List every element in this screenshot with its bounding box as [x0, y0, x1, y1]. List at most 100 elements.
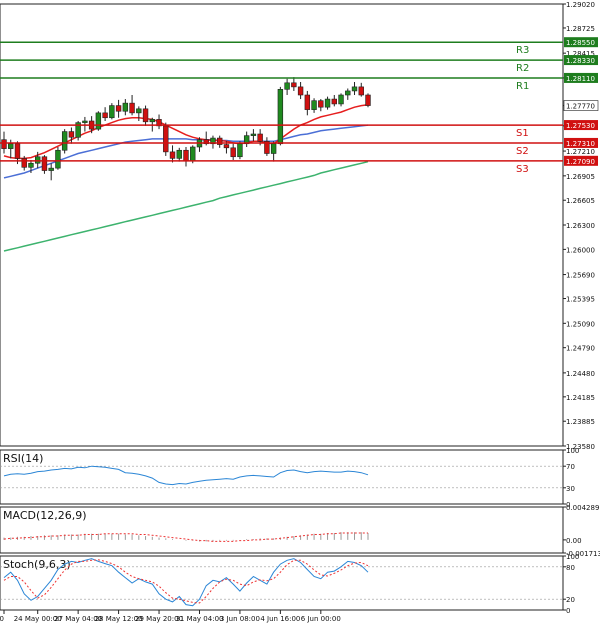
rsi-line	[3, 465, 369, 486]
bull-candle	[95, 112, 102, 130]
level-label-r1: R1	[516, 81, 529, 92]
bear-candle	[41, 156, 48, 171]
level-price-label: 1.27310	[566, 140, 595, 148]
stoch-signal-line	[3, 559, 369, 604]
y-tick-label: 0	[566, 607, 570, 615]
bear-candle	[365, 94, 371, 106]
bear-candle	[358, 86, 364, 96]
bull-candle	[48, 167, 54, 171]
rsi-title: RSI(14)	[3, 452, 43, 465]
y-tick-label: 1.24480	[566, 370, 595, 378]
bull-candle	[351, 86, 358, 92]
level-label-r3: R3	[516, 45, 529, 56]
bull-candle	[136, 108, 142, 114]
level-price-label: 1.27090	[566, 158, 595, 166]
bull-candle	[109, 105, 115, 119]
stoch-pane: Stoch(9,6,3) 100 80 20 0	[0, 553, 579, 615]
bear-candle	[169, 151, 176, 159]
bull-candle	[149, 119, 155, 123]
y-tick-label: 30	[566, 485, 575, 493]
level-price-label: 1.28110	[566, 75, 595, 83]
bear-candle	[318, 100, 324, 108]
y-tick-label: 0.004289	[566, 504, 599, 512]
level-price-tag	[564, 137, 598, 148]
bear-candle	[203, 139, 209, 145]
bull-candle	[324, 98, 331, 108]
bull-candle	[190, 146, 196, 162]
current-price-tag	[563, 100, 599, 111]
y-tick-label: 100	[566, 553, 579, 561]
y-tick-label: 1.29020	[566, 1, 595, 9]
bear-candle	[264, 141, 270, 154]
bull-candle	[243, 135, 250, 145]
y-tick-label: 1.26905	[566, 173, 595, 181]
bear-candle	[291, 82, 297, 88]
bear-candle	[163, 125, 169, 153]
level-price-tag	[564, 55, 598, 66]
x-tick-label: 4 Jun 16:00	[260, 615, 300, 623]
bear-candle	[331, 98, 337, 105]
macd-title: MACD(12,26,9)	[3, 509, 87, 522]
x-tick-label: 31 May 04:00	[175, 615, 223, 623]
bear-candle	[14, 143, 21, 159]
level-price-label: 1.27530	[566, 122, 595, 130]
bull-candle	[237, 143, 243, 158]
bear-candle	[217, 137, 223, 145]
level-price-label: 1.28550	[566, 39, 595, 47]
x-tick-label: 3 Jun 08:00	[220, 615, 260, 623]
y-tick-label: 1.24185	[566, 394, 595, 402]
y-tick-label: 1.27210	[566, 148, 595, 156]
bull-candle	[82, 120, 88, 123]
x-tick-label: 29 May 20:00	[135, 615, 183, 623]
rsi-pane: RSI(14) 100 70 30 0	[0, 447, 579, 509]
x-tick-label: y 16:00	[0, 615, 4, 623]
bear-candle	[1, 139, 7, 149]
stoch-main-line	[3, 558, 369, 607]
level-price-label: 1.28330	[566, 57, 595, 65]
bear-candle	[257, 133, 263, 142]
y-tick-label: 1.28415	[566, 50, 595, 58]
level-label-s2: S2	[516, 146, 529, 157]
bull-candle	[8, 143, 14, 149]
bear-candle	[102, 112, 108, 119]
ma-mid-line	[3, 124, 369, 179]
y-tick-label: 1.23580	[566, 443, 595, 451]
rsi-frame	[0, 449, 564, 505]
bear-candle	[297, 86, 304, 96]
bull-candle	[176, 149, 182, 159]
y-tick-label: 80	[566, 564, 575, 572]
y-tick-label: 1.23885	[566, 418, 595, 426]
y-tick-label: 20	[566, 596, 575, 604]
y-tick-label: -0.001713	[566, 550, 600, 558]
y-tick-label: 1.25395	[566, 296, 595, 304]
x-tick-label: 24 May 00:00	[14, 615, 62, 623]
macd-pane: MACD(12,26,9) 0.004289 0.00 -0.001713	[0, 504, 600, 558]
bull-candle	[35, 156, 41, 164]
y-tick-label: 1.24790	[566, 345, 595, 353]
bear-candle	[142, 108, 149, 123]
y-tick-label: 1.26605	[566, 197, 595, 205]
y-tick-label: 100	[566, 447, 579, 455]
macd-signal-line	[3, 532, 368, 542]
y-tick-label: 1.25090	[566, 320, 595, 328]
bull-candle	[284, 82, 290, 90]
y-tick-label: 70	[566, 463, 575, 471]
bull-candle	[338, 94, 344, 105]
bull-candle	[75, 122, 81, 138]
bull-candle	[61, 131, 68, 151]
bear-candle	[304, 94, 311, 110]
bull-candle	[210, 137, 216, 145]
y-tick-label: 1.25690	[566, 272, 595, 280]
level-label-s1: S1	[516, 128, 529, 139]
bull-candle	[250, 133, 257, 136]
stoch-title: Stoch(9,6,3)	[3, 558, 71, 571]
bull-candle	[270, 143, 277, 154]
price-pane: 1.29020 1.28725 1.28415 1.28110 1.27770 1.275…	[0, 1, 599, 451]
bull-candle	[55, 149, 61, 169]
price-pane-frame	[0, 3, 564, 447]
bear-candle	[183, 149, 189, 162]
x-tick-label: 6 Jun 00:00	[301, 615, 341, 623]
y-tick-label: 1.26300	[566, 222, 595, 230]
